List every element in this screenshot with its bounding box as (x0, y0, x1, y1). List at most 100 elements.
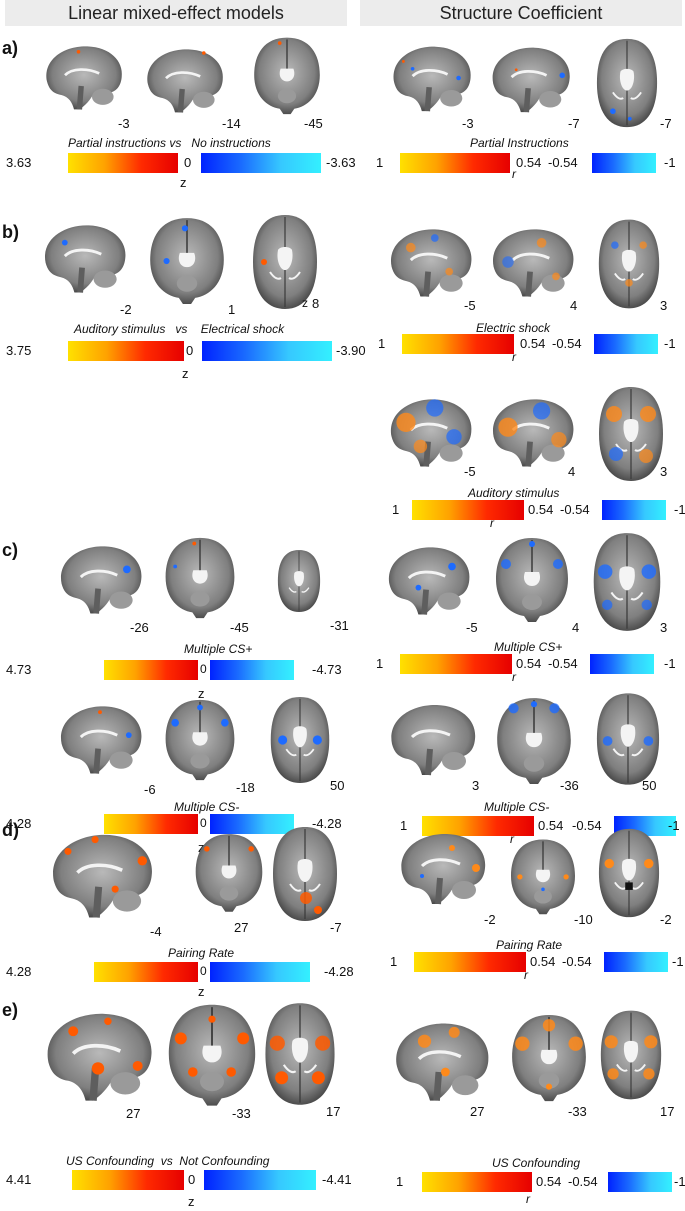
contrast-title: Partial instructions vs No instructions (68, 136, 271, 150)
header-left: Linear mixed-effect models (5, 0, 347, 26)
slice-number: -7 (660, 116, 672, 131)
brain-axial (594, 690, 662, 788)
slice-number: 27 (470, 1104, 485, 1119)
brain-axial (262, 1000, 338, 1108)
brain-axial (590, 530, 664, 634)
slice-number: -36 (560, 778, 579, 793)
brain-coronal (502, 836, 584, 916)
brain-coronal (146, 214, 228, 306)
brain-sagittal (382, 220, 478, 304)
contrast-title: Auditory stimulus vs Electrical shock (74, 322, 285, 336)
slice-number: 17 (326, 1104, 341, 1119)
contrast-title: Partial Instructions (470, 136, 569, 150)
slice-number: -7 (330, 920, 342, 935)
slice-number: 4 (568, 464, 576, 479)
colorbar: 1 0.54 -0.54 -1 (400, 816, 682, 836)
slice-number: -10 (574, 912, 593, 927)
brain-coronal (508, 1010, 590, 1104)
brain-coronal (250, 34, 324, 116)
brain-axial (268, 694, 332, 786)
colorbar: 4.28 0 -4.28 (6, 962, 354, 982)
brain-axial (266, 548, 332, 614)
colorbar: 4.41 0 -4.41 (6, 1170, 352, 1190)
slice-number: -2 (484, 912, 496, 927)
colorbar: 3.63 0 -3.63 (6, 153, 356, 173)
colorbar: 1 0.54 -0.54 -1 (376, 153, 676, 173)
brain-axial (596, 384, 666, 484)
slice-number: -45 (230, 620, 249, 635)
contrast-title: US Confounding vs Not Confounding (66, 1154, 270, 1168)
slice-number: -6 (144, 782, 156, 797)
slice-number: -4 (150, 924, 162, 939)
slice-number: -3 (118, 116, 130, 131)
slice-number: -14 (222, 116, 241, 131)
slice-axis-label: z (302, 296, 308, 310)
brain-coronal (192, 830, 266, 914)
slice-number: -5 (464, 464, 476, 479)
colorbar: 4.73 0 -4.73 (6, 660, 352, 680)
colorbar: 1 0.54 -0.54 -1 (378, 334, 678, 354)
brain-sagittal (52, 700, 148, 778)
slice-number: 3 (472, 778, 480, 793)
header-right: Structure Coefficient (360, 0, 682, 26)
slice-number: 3 (660, 298, 668, 313)
contrast-title: Multiple CS- (174, 800, 240, 814)
brain-sagittal (484, 220, 580, 304)
colorbar-unit: z (198, 984, 205, 999)
brain-sagittal (138, 44, 230, 116)
brain-coronal (488, 534, 576, 624)
slice-number: -3 (462, 116, 474, 131)
slice-number: 8 (312, 296, 320, 311)
brain-sagittal (36, 1006, 160, 1106)
brain-axial (598, 1006, 664, 1104)
brain-axial (248, 212, 322, 312)
slice-number: -7 (568, 116, 580, 131)
brain-sagittal (36, 218, 132, 298)
colorbar-unit: z (188, 1194, 195, 1209)
brain-sagittal (392, 826, 492, 910)
contrast-title: Auditory stimulus (468, 486, 560, 500)
panel-label-e: e) (2, 1000, 19, 1020)
colorbar: 1 0.54 -0.54 -1 (390, 952, 684, 972)
brain-sagittal (382, 696, 482, 782)
colorbar-unit: r (510, 832, 514, 846)
brain-sagittal (382, 386, 478, 478)
brain-coronal (160, 696, 240, 782)
panel-label-b: b) (2, 222, 19, 242)
slice-number: -2 (660, 912, 672, 927)
brain-axial (596, 826, 662, 920)
slice-number: -31 (330, 618, 349, 633)
brain-sagittal (42, 824, 160, 926)
colorbar-unit: r (512, 670, 516, 684)
colorbar-unit: r (512, 167, 516, 181)
slice-number: -45 (304, 116, 323, 131)
brain-sagittal (52, 540, 148, 618)
colorbar: 3.75 0 -3.90 (6, 341, 366, 361)
brain-axial (594, 36, 660, 130)
colorbar-unit: z (180, 175, 187, 190)
brain-coronal (490, 694, 578, 786)
brain-coronal (164, 1000, 260, 1108)
colorbar-unit: z (182, 366, 189, 381)
slice-number: -18 (236, 780, 255, 795)
contrast-title: Multiple CS+ (494, 640, 563, 654)
slice-number: -2 (120, 302, 132, 317)
panel-label-c: c) (2, 540, 19, 560)
contrast-title: Multiple CS+ (184, 642, 253, 656)
brain-sagittal (484, 386, 580, 478)
contrast-title: US Confounding (492, 1156, 581, 1170)
contrast-title: Pairing Rate (496, 938, 563, 952)
brain-axial (270, 822, 340, 926)
colorbar-unit: r (490, 516, 494, 530)
panel-label-d: d) (2, 820, 19, 840)
contrast-title: Electric shock (476, 321, 551, 335)
colorbar-unit: r (524, 968, 528, 982)
slice-number: 50 (330, 778, 345, 793)
slice-number: 4 (570, 298, 578, 313)
contrast-title: Pairing Rate (168, 946, 235, 960)
brain-sagittal (484, 42, 576, 116)
colorbar: 1 0.54 -0.54 -1 (396, 1172, 685, 1192)
colorbar: 1 0.54 -0.54 -1 (376, 654, 680, 674)
brain-sagittal (386, 1014, 496, 1108)
slice-number: -5 (464, 298, 476, 313)
